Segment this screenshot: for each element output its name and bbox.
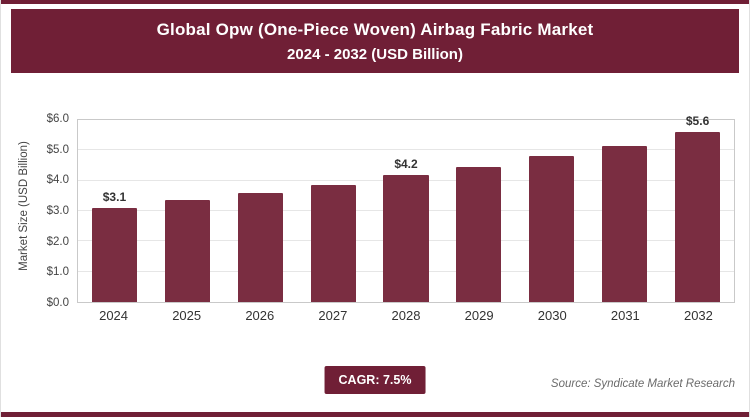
bar-slot: $3.1 xyxy=(78,120,151,302)
bar-slot: $4.2 xyxy=(370,120,443,302)
x-tick-label: 2032 xyxy=(683,308,713,323)
bar-2030 xyxy=(529,156,575,302)
x-tick-label: 2031 xyxy=(610,308,640,323)
bar-2032 xyxy=(674,132,721,302)
bar-2027 xyxy=(310,185,356,302)
chart-title-line1: Global Opw (One-Piece Woven) Airbag Fabr… xyxy=(156,19,594,39)
bar-2028 xyxy=(383,174,429,302)
bar-series: $3.1 $4.2 $5.6 xyxy=(78,114,734,302)
bar-slot xyxy=(297,120,370,302)
y-tick-label: $2.0 xyxy=(46,235,69,248)
bar-2024 xyxy=(91,207,138,302)
x-tick-label: 2026 xyxy=(245,308,275,323)
bar-2025 xyxy=(164,200,210,302)
bar-slot xyxy=(588,120,661,302)
y-tick-label: $3.0 xyxy=(46,205,69,217)
y-axis-tick-labels: $0.0 $1.0 $2.0 $3.0 $4.0 $5.0 $6.0 xyxy=(31,113,73,309)
bar-slot: $5.6 xyxy=(661,114,734,302)
chart-header: Global Opw (One-Piece Woven) Airbag Fabr… xyxy=(11,9,739,73)
x-tick-label: 2029 xyxy=(464,308,494,323)
y-tick-label: $0.0 xyxy=(46,297,69,309)
bar-value-label: $4.2 xyxy=(394,156,418,171)
bar-2031 xyxy=(602,145,648,302)
cagr-badge: CAGR: 7.5% xyxy=(324,366,426,394)
x-tick-label: 2028 xyxy=(391,308,421,323)
bar-2029 xyxy=(456,167,502,302)
top-accent-strip xyxy=(1,0,749,4)
gridline xyxy=(78,149,734,151)
x-tick-label: 2027 xyxy=(318,308,348,323)
y-tick-label: $5.0 xyxy=(46,143,69,156)
bar-slot xyxy=(442,120,515,302)
chart-title-line2: 2024 - 2032 (USD Billion) xyxy=(287,45,463,63)
bar-value-label: $5.6 xyxy=(685,114,710,129)
x-axis-tick-labels: 2024 2025 2026 2027 2028 2029 2030 2031 2032 xyxy=(77,308,735,323)
y-tick-label: $1.0 xyxy=(46,266,69,279)
bottom-accent-strip xyxy=(1,412,749,417)
x-tick-label: 2024 xyxy=(99,308,129,323)
bar-slot xyxy=(224,120,297,302)
bar-2026 xyxy=(237,192,283,302)
bar-value-label: $3.1 xyxy=(102,189,127,204)
source-attribution: Source: Syndicate Market Research xyxy=(550,378,735,390)
y-tick-label: $4.0 xyxy=(46,174,69,187)
plot-area: $3.1 $4.2 $5.6 xyxy=(77,114,735,303)
bar-slot xyxy=(151,120,224,302)
x-tick-label: 2030 xyxy=(537,308,567,323)
bar-slot xyxy=(515,120,588,302)
y-tick-label: $6.0 xyxy=(46,113,69,125)
x-tick-label: 2025 xyxy=(172,308,202,323)
